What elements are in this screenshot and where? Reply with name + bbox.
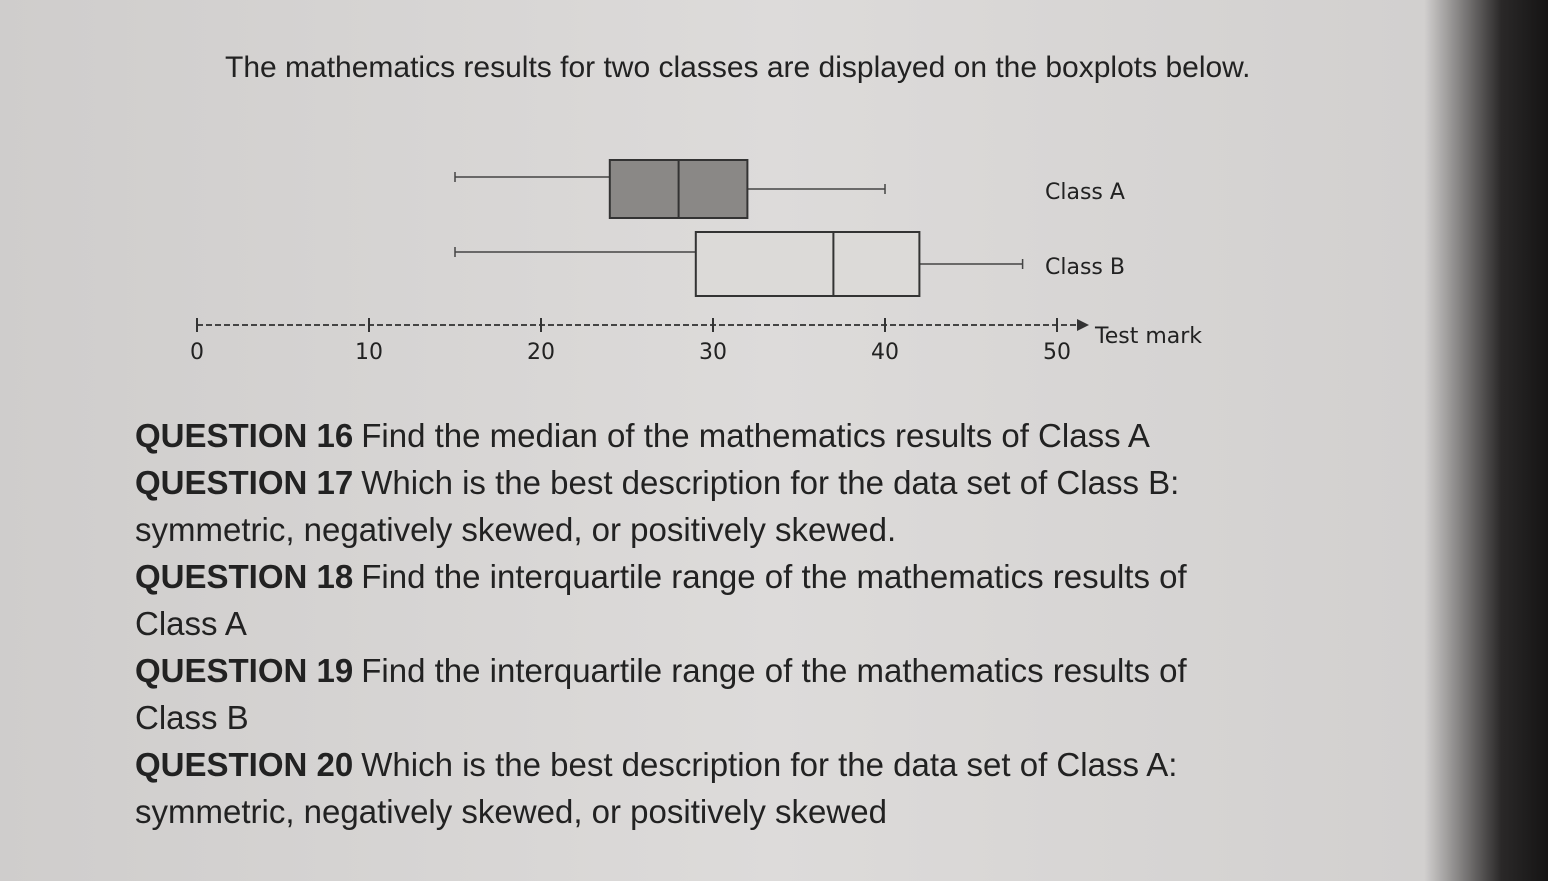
question-text: Which is the best description for the da… [135, 746, 1178, 830]
question: QUESTION 20 Which is the best description… [135, 741, 1265, 835]
question-label: QUESTION 18 [135, 558, 354, 595]
box [694, 231, 921, 297]
axis-arrow [1077, 319, 1089, 331]
intro-text: The mathematics results for two classes … [225, 51, 1251, 84]
question: QUESTION 18 Find the interquartile range … [135, 553, 1265, 647]
x-tick-label: 50 [1043, 340, 1071, 365]
x-tick-label: 0 [190, 340, 204, 365]
question-text: Find the interquartile range of the math… [135, 558, 1187, 642]
question-text: Which is the best description for the da… [135, 464, 1180, 548]
x-tick-label: 40 [871, 340, 899, 365]
question-text: Find the median of the mathematics resul… [361, 417, 1150, 454]
box-label: Class B [1045, 255, 1125, 280]
x-tick-label: 10 [355, 340, 383, 365]
question: QUESTION 19 Find the interquartile range … [135, 647, 1265, 741]
questions: QUESTION 16 Find the median of the mathem… [135, 412, 1265, 835]
question: QUESTION 17 Which is the best description… [135, 459, 1265, 553]
boxplot-chart: Test mark 0 10 20 30 40 50 Class A Class B [190, 159, 1202, 365]
x-tick-label: 30 [699, 340, 727, 365]
question-label: QUESTION 16 [135, 417, 354, 454]
box-label: Class A [1045, 180, 1125, 205]
question-label: QUESTION 20 [135, 746, 354, 783]
question-text: Find the interquartile range of the math… [135, 652, 1187, 736]
x-tick-label: 20 [527, 340, 555, 365]
question: QUESTION 16 Find the median of the mathem… [135, 412, 1265, 459]
question-label: QUESTION 19 [135, 652, 354, 689]
x-axis-label: Test mark [1094, 324, 1202, 349]
question-label: QUESTION 17 [135, 464, 354, 501]
